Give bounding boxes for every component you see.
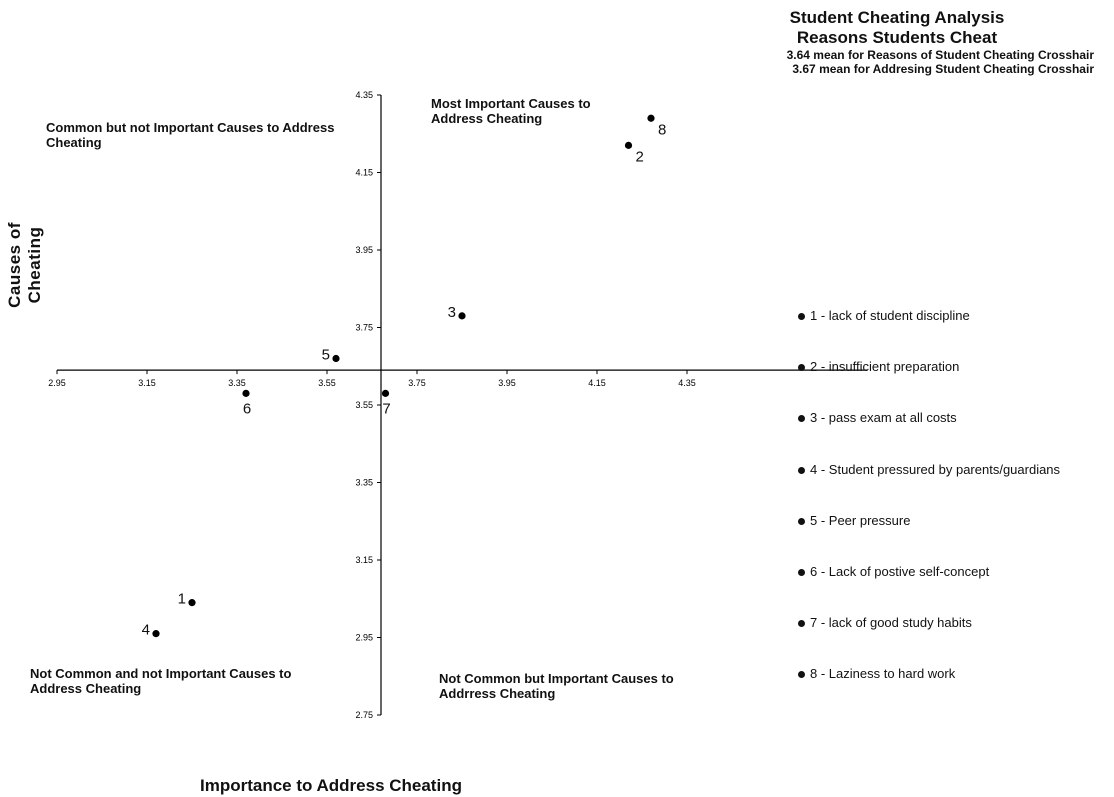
data-point-7 (381, 389, 390, 397)
legend: 1 - lack of student discipline 2 - insuf… (796, 308, 1114, 718)
x-tick-label: 4.35 (678, 378, 696, 388)
legend-marker (798, 517, 805, 525)
legend-item-7: 7 - lack of good study habits (796, 615, 1114, 666)
x-tick-label: 3.35 (228, 378, 246, 388)
quadrant-label-top-right: Most Important Causes to Address Cheatin… (431, 96, 591, 126)
data-label-7: 7 (382, 400, 390, 417)
chart-note-1: 3.64 mean for Reasons of Student Cheatin… (786, 48, 1094, 62)
chart-title: Student Cheating Analysis (789, 8, 1005, 27)
y-tick-label: 4.35 (355, 90, 373, 100)
legend-marker (798, 620, 805, 628)
legend-label: 3 - pass exam at all costs (810, 410, 957, 426)
y-tick-label: 3.75 (355, 323, 373, 333)
legend-marker (798, 415, 805, 423)
legend-item-6: 6 - Lack of postive self-concept (796, 564, 1114, 615)
x-axis-label: Importance to Address Cheating (200, 776, 462, 795)
x-tick-label: 3.95 (498, 378, 516, 388)
data-point-5 (332, 354, 340, 363)
legend-item-8: 8 - Laziness to hard work (796, 666, 1114, 717)
data-point-3 (458, 312, 466, 320)
legend-label: 1 - lack of student discipline (810, 308, 970, 323)
data-point-4 (152, 630, 160, 638)
legend-marker (798, 466, 805, 474)
quadrant-label-top-left: Common but not Important Causes to Addre… (46, 120, 335, 150)
y-tick-label: 3.95 (355, 245, 373, 255)
y-tick-label: 2.95 (355, 633, 373, 643)
legend-item-3: 3 - pass exam at all costs (796, 410, 1114, 461)
data-point-6 (242, 389, 250, 397)
chart-title-block: Student Cheating Analysis Reasons Studen… (674, 8, 1094, 76)
chart-subtitle: Reasons Students Cheat (796, 28, 998, 47)
y-tick-label: 4.15 (355, 168, 373, 178)
x-tick-label: 3.15 (138, 378, 156, 388)
y-tick-label: 2.75 (355, 710, 373, 720)
legend-label: 7 - lack of good study habits (810, 615, 972, 631)
legend-marker (798, 568, 805, 576)
data-label-6: 6 (243, 400, 251, 417)
data-label-4: 4 (142, 622, 150, 639)
data-label-5: 5 (322, 347, 330, 364)
legend-label: 8 - Laziness to hard work (810, 666, 956, 682)
legend-label: 6 - Lack of postive self-concept (810, 563, 990, 579)
data-point-8 (647, 114, 655, 122)
data-label-8: 8 (658, 121, 666, 138)
quadrant-label-bottom-left: Not Common and not Important Causes to A… (30, 666, 292, 696)
data-point-2 (624, 141, 633, 149)
legend-item-5: 5 - Peer pressure (796, 513, 1114, 564)
data-label-1: 1 (178, 591, 186, 608)
legend-label: 2 - insufficient preparation (810, 359, 960, 375)
quadrant-label-bottom-right: Not Common but Important Causes to Addrr… (439, 671, 674, 701)
legend-marker (798, 671, 805, 679)
x-tick-label: 4.15 (588, 378, 606, 388)
data-label-2: 2 (636, 148, 644, 165)
x-tick-label: 3.75 (408, 378, 426, 388)
legend-item-4: 4 - Student pressured by parents/guardia… (796, 462, 1114, 513)
x-tick-label: 3.55 (318, 378, 336, 388)
legend-item-1: 1 - lack of student discipline (796, 308, 1114, 359)
y-tick-label: 3.15 (355, 555, 373, 565)
legend-item-2: 2 - insufficient preparation (796, 359, 1114, 410)
y-tick-label: 3.55 (355, 400, 373, 410)
legend-label: 4 - Student pressured by parents/guardia… (810, 461, 1061, 477)
data-label-3: 3 (448, 304, 456, 321)
chart-note-2: 3.67 mean for Addresing Student Cheating… (792, 62, 1094, 76)
data-point-1 (188, 599, 196, 607)
x-tick-label: 2.95 (48, 378, 66, 388)
y-tick-label: 3.35 (355, 478, 373, 488)
legend-label: 5 - Peer pressure (810, 512, 911, 528)
legend-marker (798, 313, 805, 320)
legend-marker (798, 364, 805, 372)
